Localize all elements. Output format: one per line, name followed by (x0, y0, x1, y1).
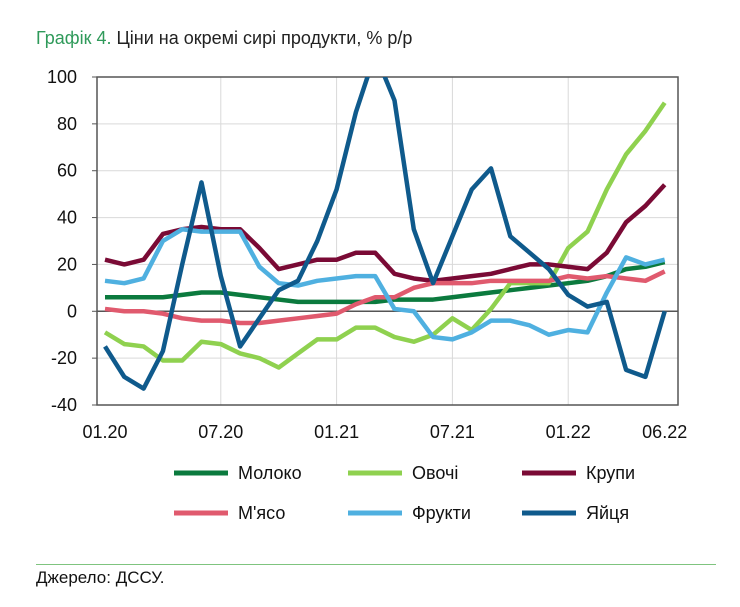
chart-title: Графік 4. Ціни на окремі сирі продукти, … (36, 28, 412, 49)
y-tick-label: 0 (67, 301, 77, 321)
source-note: Джерело: ДССУ. (36, 568, 165, 587)
plot-frame (96, 76, 679, 406)
legend-label: М'ясо (238, 503, 285, 523)
figure-number: Графік 4. (36, 28, 112, 48)
series-line-4 (104, 227, 666, 342)
series-line-0 (105, 259, 666, 305)
series-line-1 (103, 101, 667, 370)
y-tick-label: 20 (57, 254, 77, 274)
x-tick-label: 07.21 (430, 422, 475, 442)
x-tick-label: 07.20 (198, 422, 243, 442)
y-tick-label: 60 (57, 161, 77, 181)
legend-label: Крупи (586, 463, 635, 483)
legend-label: Яйця (586, 503, 629, 523)
y-tick-label: 40 (57, 208, 77, 228)
legend-label: Фрукти (412, 503, 471, 523)
series-line-3 (104, 269, 666, 326)
x-tick-label: 01.20 (82, 422, 127, 442)
y-tick-label: 100 (47, 67, 77, 87)
x-tick-label: 06.22 (642, 422, 687, 442)
y-tick-label: 80 (57, 114, 77, 134)
legend-label: Овочі (412, 463, 458, 483)
x-tick-label: 01.21 (314, 422, 359, 442)
x-tick-label: 01.22 (546, 422, 591, 442)
series-line-5 (103, 77, 667, 391)
divider (36, 564, 716, 565)
legend-label: Молоко (238, 463, 302, 483)
series-line-2 (104, 183, 667, 284)
series-group (103, 77, 667, 391)
y-tick-label: -40 (51, 395, 77, 415)
title-text: Ціни на окремі сирі продукти, % р/р (111, 28, 413, 48)
y-tick-label: -20 (51, 348, 77, 368)
